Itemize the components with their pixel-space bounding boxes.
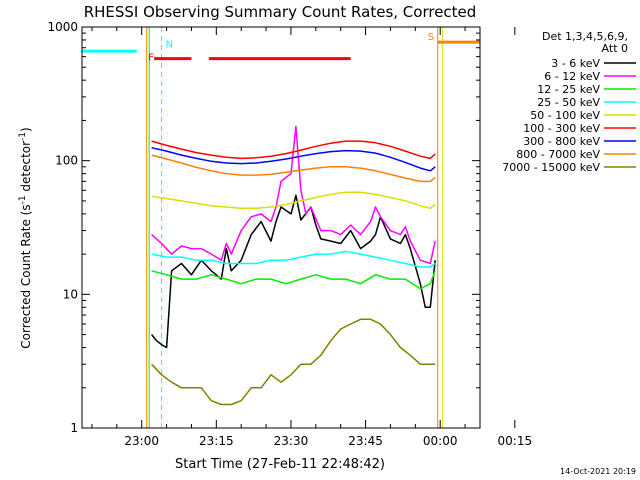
legend-header-1: Det 1,3,4,5,6,9, (542, 30, 628, 43)
x-axis: 23:00 23:15 23:30 23:45 00:00 00:15 (91, 27, 533, 448)
legend-label: 300 - 800 keV (523, 135, 600, 148)
y-tick-label: 10 (63, 287, 78, 301)
x-tick-label: 00:00 (423, 434, 458, 448)
y-axis-label-mid: detector (19, 141, 33, 196)
y-axis-label-main: Corrected Count Rate (s (19, 204, 33, 348)
flag-segments (82, 40, 480, 61)
x-tick-label: 23:00 (124, 434, 159, 448)
y-tick-label: 100 (55, 154, 78, 168)
series-lines (151, 125, 436, 406)
legend-label: 100 - 300 keV (523, 122, 600, 135)
y-axis-label-sup1: -1 (18, 195, 28, 204)
y-tick-label: 1000 (47, 20, 78, 34)
series-line (151, 318, 436, 406)
series-line (151, 154, 436, 183)
y-axis-label-end: ) (19, 127, 33, 132)
series-line (151, 140, 436, 160)
x-tick-label: 00:15 (498, 434, 533, 448)
plot-frame (81, 26, 481, 429)
x-axis-label: Start Time (27-Feb-11 22:48:42) (175, 457, 385, 472)
y-tick-label: 1 (70, 421, 78, 435)
series-line (151, 270, 436, 290)
legend-label: 800 - 7000 keV (516, 148, 600, 161)
legend-label: 3 - 6 keV (551, 57, 600, 70)
legend-header-2: Att 0 (602, 42, 628, 55)
legend-label: 7000 - 15000 keV (502, 161, 600, 174)
legend-label: 25 - 50 keV (537, 96, 600, 109)
flag-annotation-n: N (166, 40, 173, 51)
legend-label: 50 - 100 keV (530, 109, 600, 122)
x-tick-label: 23:15 (199, 434, 234, 448)
y-axis: 1 10 100 1000 (47, 20, 480, 435)
chart-title: RHESSI Observing Summary Count Rates, Co… (84, 3, 477, 21)
vertical-markers (82, 27, 480, 428)
x-tick-label: 23:30 (274, 434, 309, 448)
flag-annotation-s: S (428, 32, 434, 43)
series-line (151, 146, 436, 172)
plot-content (82, 27, 480, 428)
flag-annotation-f: F (148, 53, 154, 64)
series-line (151, 125, 436, 265)
legend-label: 6 - 12 keV (544, 70, 600, 83)
y-axis-label: Corrected Count Rate (s-1 detector-1) (18, 127, 33, 348)
footer-timestamp: 14-Oct-2021 20:19 (560, 467, 636, 476)
series-line (151, 191, 436, 210)
series-line (151, 250, 436, 268)
flag-annotations: N F S (148, 32, 434, 64)
x-tick-label: 23:45 (348, 434, 383, 448)
series-line (151, 194, 436, 349)
y-axis-label-sup2: -1 (18, 132, 28, 141)
legend-label: 12 - 25 keV (537, 83, 600, 96)
